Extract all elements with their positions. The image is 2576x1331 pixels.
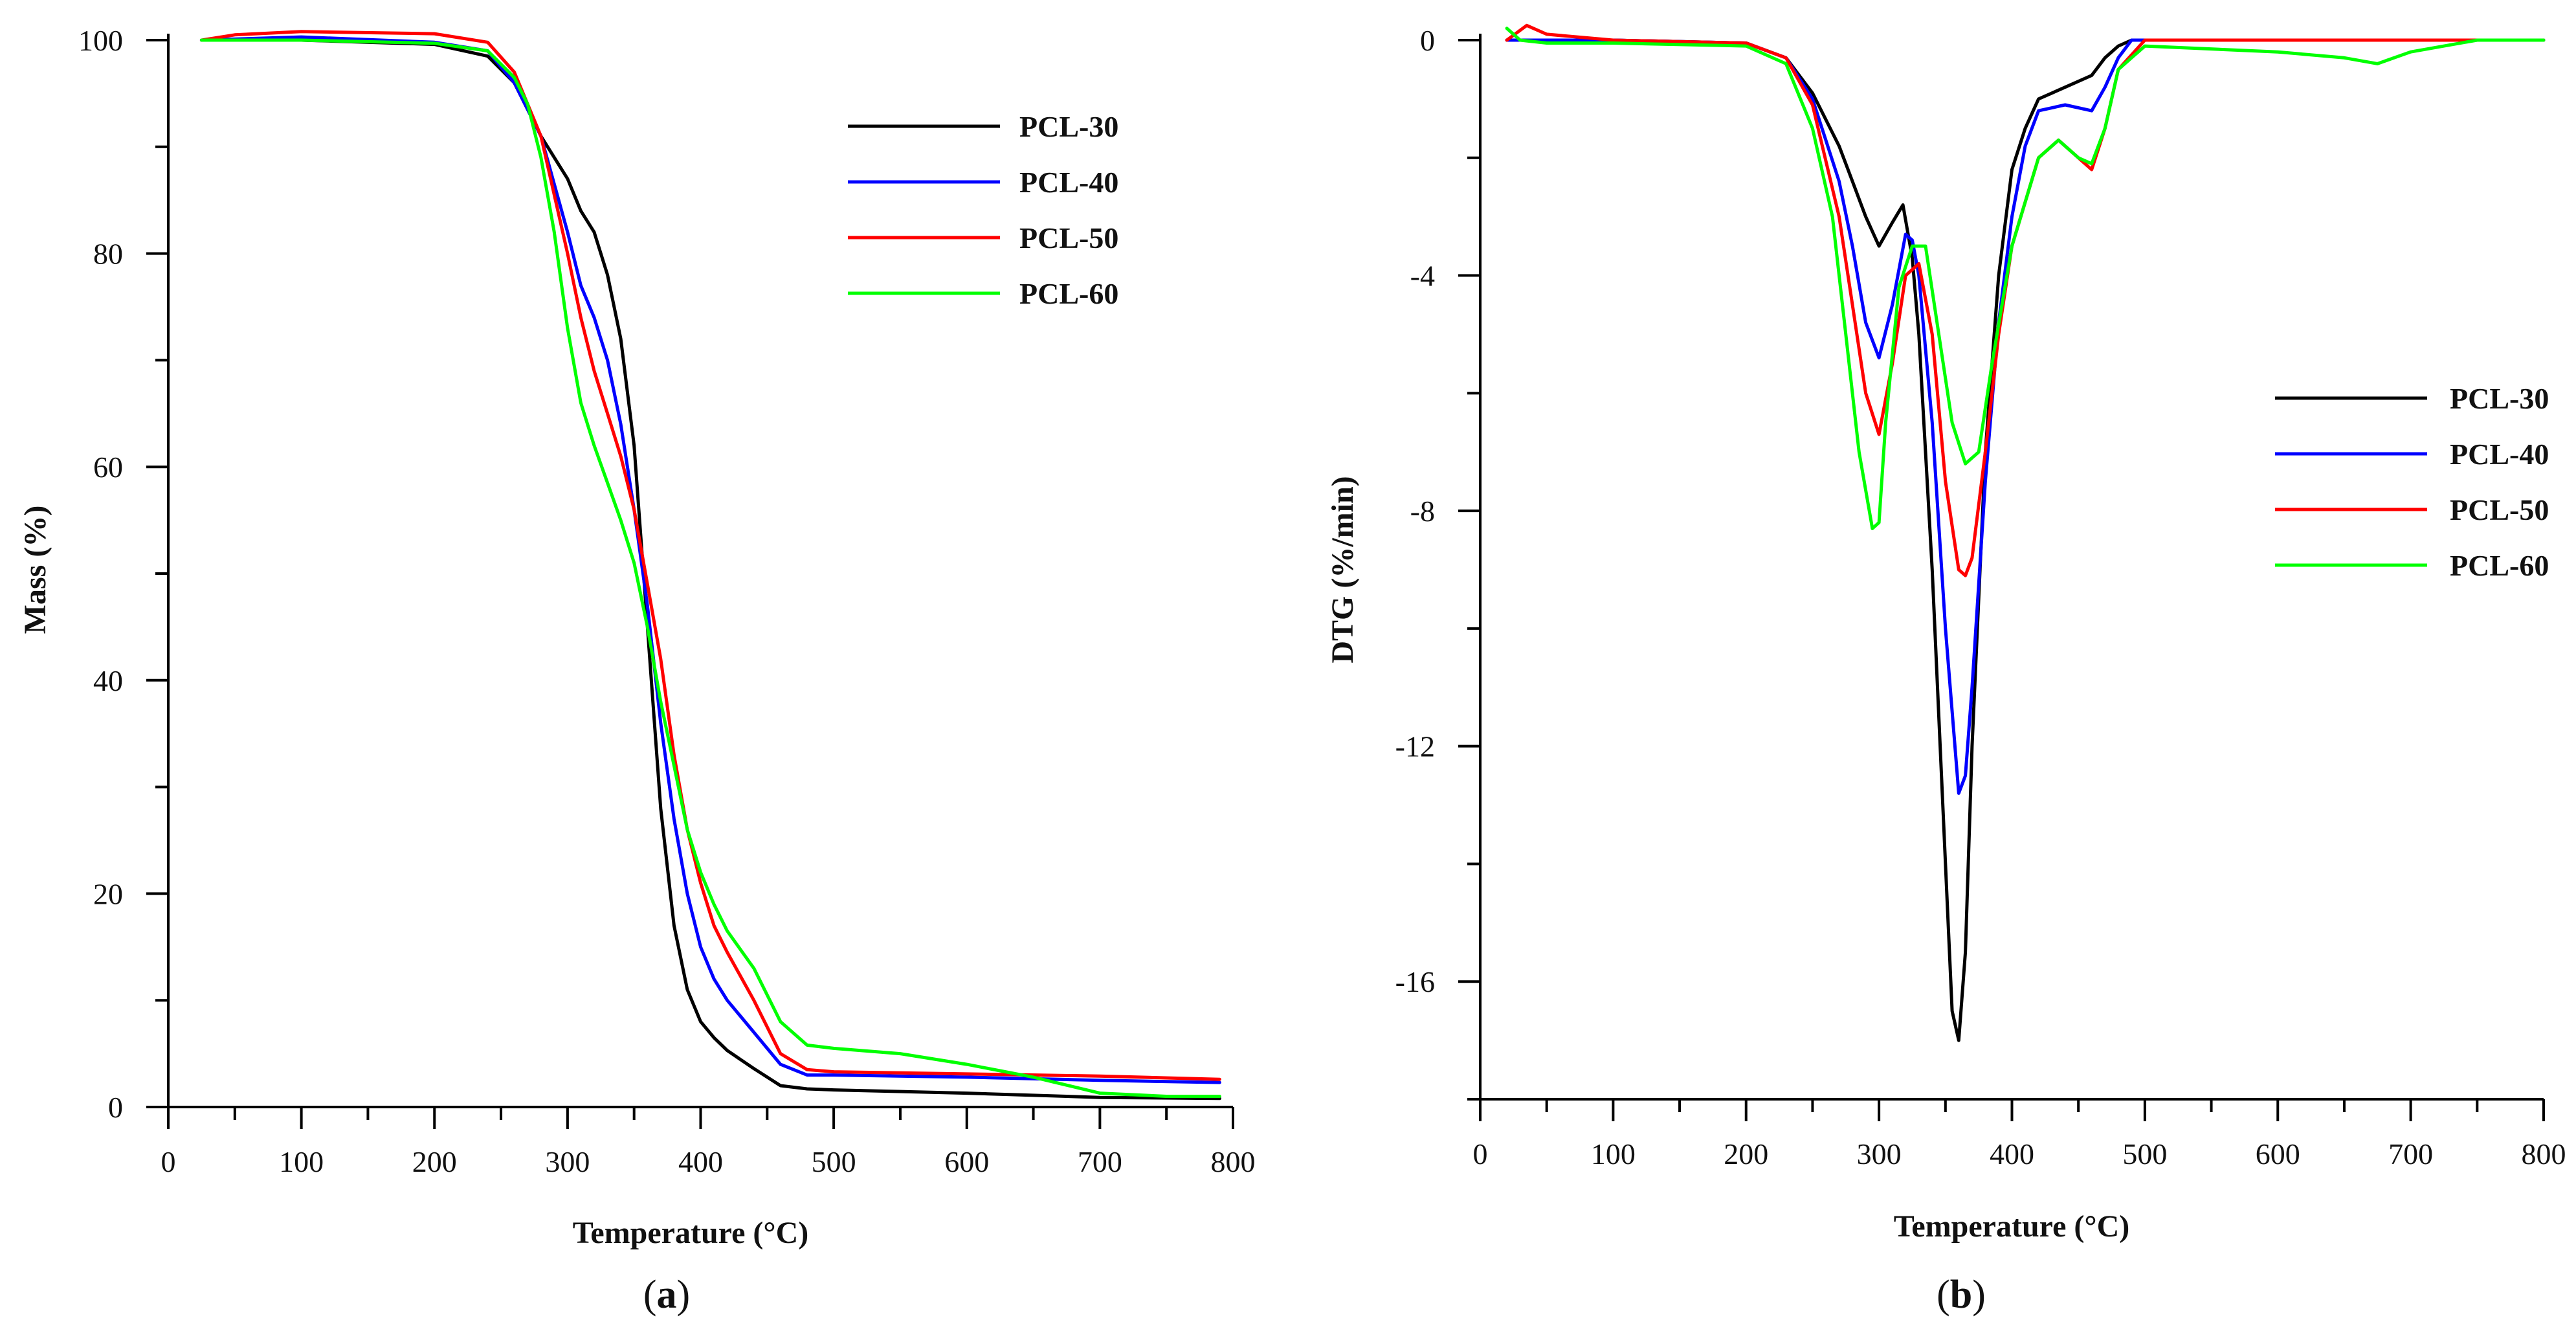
chart-a-x-tick-label: 600 <box>944 1145 989 1178</box>
chart-a-x-axis-title: Temperature (°C) <box>573 1216 808 1250</box>
chart-a-panel-label: (a) <box>643 1273 690 1317</box>
chart-a-y-tick-label: 60 <box>93 451 123 484</box>
chart-b-x-tick-label: 200 <box>1724 1137 1768 1170</box>
chart-b-panel-label: (b) <box>1937 1273 1986 1317</box>
chart-b-series-line-pcl-30 <box>1505 38 2546 1042</box>
chart-a-y-tick-label: 40 <box>93 664 123 697</box>
chart-b-legend-label-pcl-40: PCL-40 <box>2450 438 2549 471</box>
chart-b-x-tick-label: 500 <box>2122 1137 2167 1170</box>
chart-a-series-line-pcl-60 <box>199 38 1221 1098</box>
chart-a-x-tick-label: 200 <box>412 1145 457 1178</box>
chart-a-x-tick-label: 400 <box>678 1145 723 1178</box>
chart-b-x-tick-label: 700 <box>2388 1137 2433 1170</box>
chart-a-legend-label-pcl-30: PCL-30 <box>1019 110 1118 143</box>
chart-b-x-tick-label: 800 <box>2522 1137 2566 1170</box>
chart-a-series-group <box>199 30 1221 1101</box>
chart-b-legend: PCL-30 PCL-40 PCL-50 PCL-60 <box>2275 382 2549 582</box>
chart-b-y-tick-label: -8 <box>1410 495 1435 528</box>
chart-b-panel-letter: b <box>1950 1273 1972 1317</box>
chart-b-series-line-pcl-60 <box>1505 27 2546 530</box>
chart-b-series-line-pcl-40 <box>1505 38 2546 795</box>
chart-a-legend: PCL-30 PCL-40 PCL-50 PCL-60 <box>848 110 1118 310</box>
chart-a-legend-label-pcl-40: PCL-40 <box>1019 166 1118 199</box>
chart-b-x-tick-label: 100 <box>1591 1137 1636 1170</box>
chart-b-x-tick-label: 300 <box>1857 1137 1902 1170</box>
chart-a-legend-label-pcl-60: PCL-60 <box>1019 277 1118 310</box>
chart-a-y-tick-label: 0 <box>108 1091 123 1124</box>
chart-b-legend-label-pcl-50: PCL-50 <box>2450 493 2549 526</box>
chart-a-x-tick-label: 100 <box>279 1145 324 1178</box>
chart-b-x-tick-label: 0 <box>1473 1137 1488 1170</box>
chart-b-series-line-pcl-50 <box>1505 23 2546 577</box>
chart-a-panel-letter: a <box>657 1273 677 1317</box>
chart-a-legend-label-pcl-50: PCL-50 <box>1019 221 1118 254</box>
chart-a-x-tick-label: 800 <box>1211 1145 1256 1178</box>
chart-a-y-tick-label: 80 <box>93 238 123 271</box>
chart-b-x-axis-title: Temperature (°C) <box>1894 1209 2129 1244</box>
chart-a-x-tick-label: 0 <box>161 1145 176 1178</box>
chart-b-legend-label-pcl-60: PCL-60 <box>2450 549 2549 582</box>
chart-a-x-tick-label: 300 <box>545 1145 590 1178</box>
chart-b-y-tick-label: -4 <box>1410 260 1435 293</box>
chart-a-y-axis-title: Mass (%) <box>18 506 52 634</box>
chart-b-x-tick-label: 400 <box>1990 1137 2034 1170</box>
chart-panel-b: 0 100 200 300 400 500 600 700 800 -16 -12 -8 -4 0 PCL… <box>1326 23 2566 1317</box>
chart-b-axes: 0 100 200 300 400 500 600 700 800 -16 -12 -8 -4 0 <box>1395 24 2566 1170</box>
chart-b-y-tick-label: -16 <box>1395 965 1435 998</box>
chart-a-x-tick-label: 700 <box>1078 1145 1122 1178</box>
chart-b-y-tick-label: -12 <box>1395 730 1435 763</box>
chart-b-series-group <box>1505 23 2546 1042</box>
chart-a-y-tick-label: 20 <box>93 877 123 910</box>
chart-b-x-tick-label: 600 <box>2256 1137 2300 1170</box>
chart-a-x-tick-label: 500 <box>812 1145 856 1178</box>
chart-a-series-line-pcl-50 <box>199 30 1221 1081</box>
chart-a-series-line-pcl-30 <box>199 38 1221 1101</box>
chart-b-y-tick-label: 0 <box>1420 24 1435 57</box>
chart-b-legend-label-pcl-30: PCL-30 <box>2450 382 2549 415</box>
chart-a-y-tick-label: 100 <box>78 24 123 57</box>
chart-b-y-axis-title: DTG (%/min) <box>1326 476 1360 663</box>
chart-panel-a: 0 100 200 300 400 500 600 700 800 0 20 40 60 80 100 PC… <box>18 24 1256 1317</box>
chart-a-axes: 0 100 200 300 400 500 600 700 800 0 20 40 60 80 100 <box>78 24 1256 1178</box>
